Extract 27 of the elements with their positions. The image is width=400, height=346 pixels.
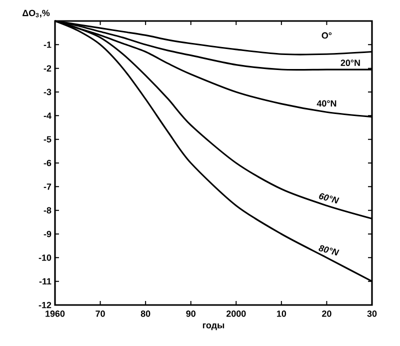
y-tick-label: -11 <box>39 278 52 284</box>
text: 80°N <box>318 245 340 256</box>
y-tick-label: -10 <box>38 254 52 261</box>
y-tick-label: -5 <box>44 136 52 142</box>
y-tick-label: -3 <box>44 88 52 96</box>
y-tick-label: -4 <box>44 112 52 119</box>
x-tick-label: 20 <box>322 310 332 317</box>
series-label: O° <box>322 32 332 39</box>
y-tick-label: -8 <box>44 207 52 214</box>
y-tick-label: -12 <box>38 302 52 308</box>
x-tick-label: 2000 <box>226 310 246 317</box>
x-tick-label: 80 <box>140 310 150 317</box>
y-tick-label: -6 <box>44 160 52 166</box>
x-tick-label: 30 <box>367 310 377 317</box>
series-label: 40°N <box>316 100 336 107</box>
x-axis-title: годы <box>202 323 224 330</box>
y-tick-label: -7 <box>44 184 52 190</box>
x-tick-label: 90 <box>186 310 196 317</box>
legend-label: 20°N <box>340 60 360 66</box>
y-axis-title: ΔO$_{3}$,% <box>22 10 50 18</box>
y-tick-label: -1 <box>44 42 52 48</box>
text: 60°N <box>319 193 340 204</box>
x-tick-label: 1960 <box>46 310 65 317</box>
y-tick-label: -9 <box>44 230 52 238</box>
y-tick-label: -2 <box>44 65 52 72</box>
x-tick-label: 10 <box>277 310 286 317</box>
x-tick-label: 70 <box>96 310 105 317</box>
